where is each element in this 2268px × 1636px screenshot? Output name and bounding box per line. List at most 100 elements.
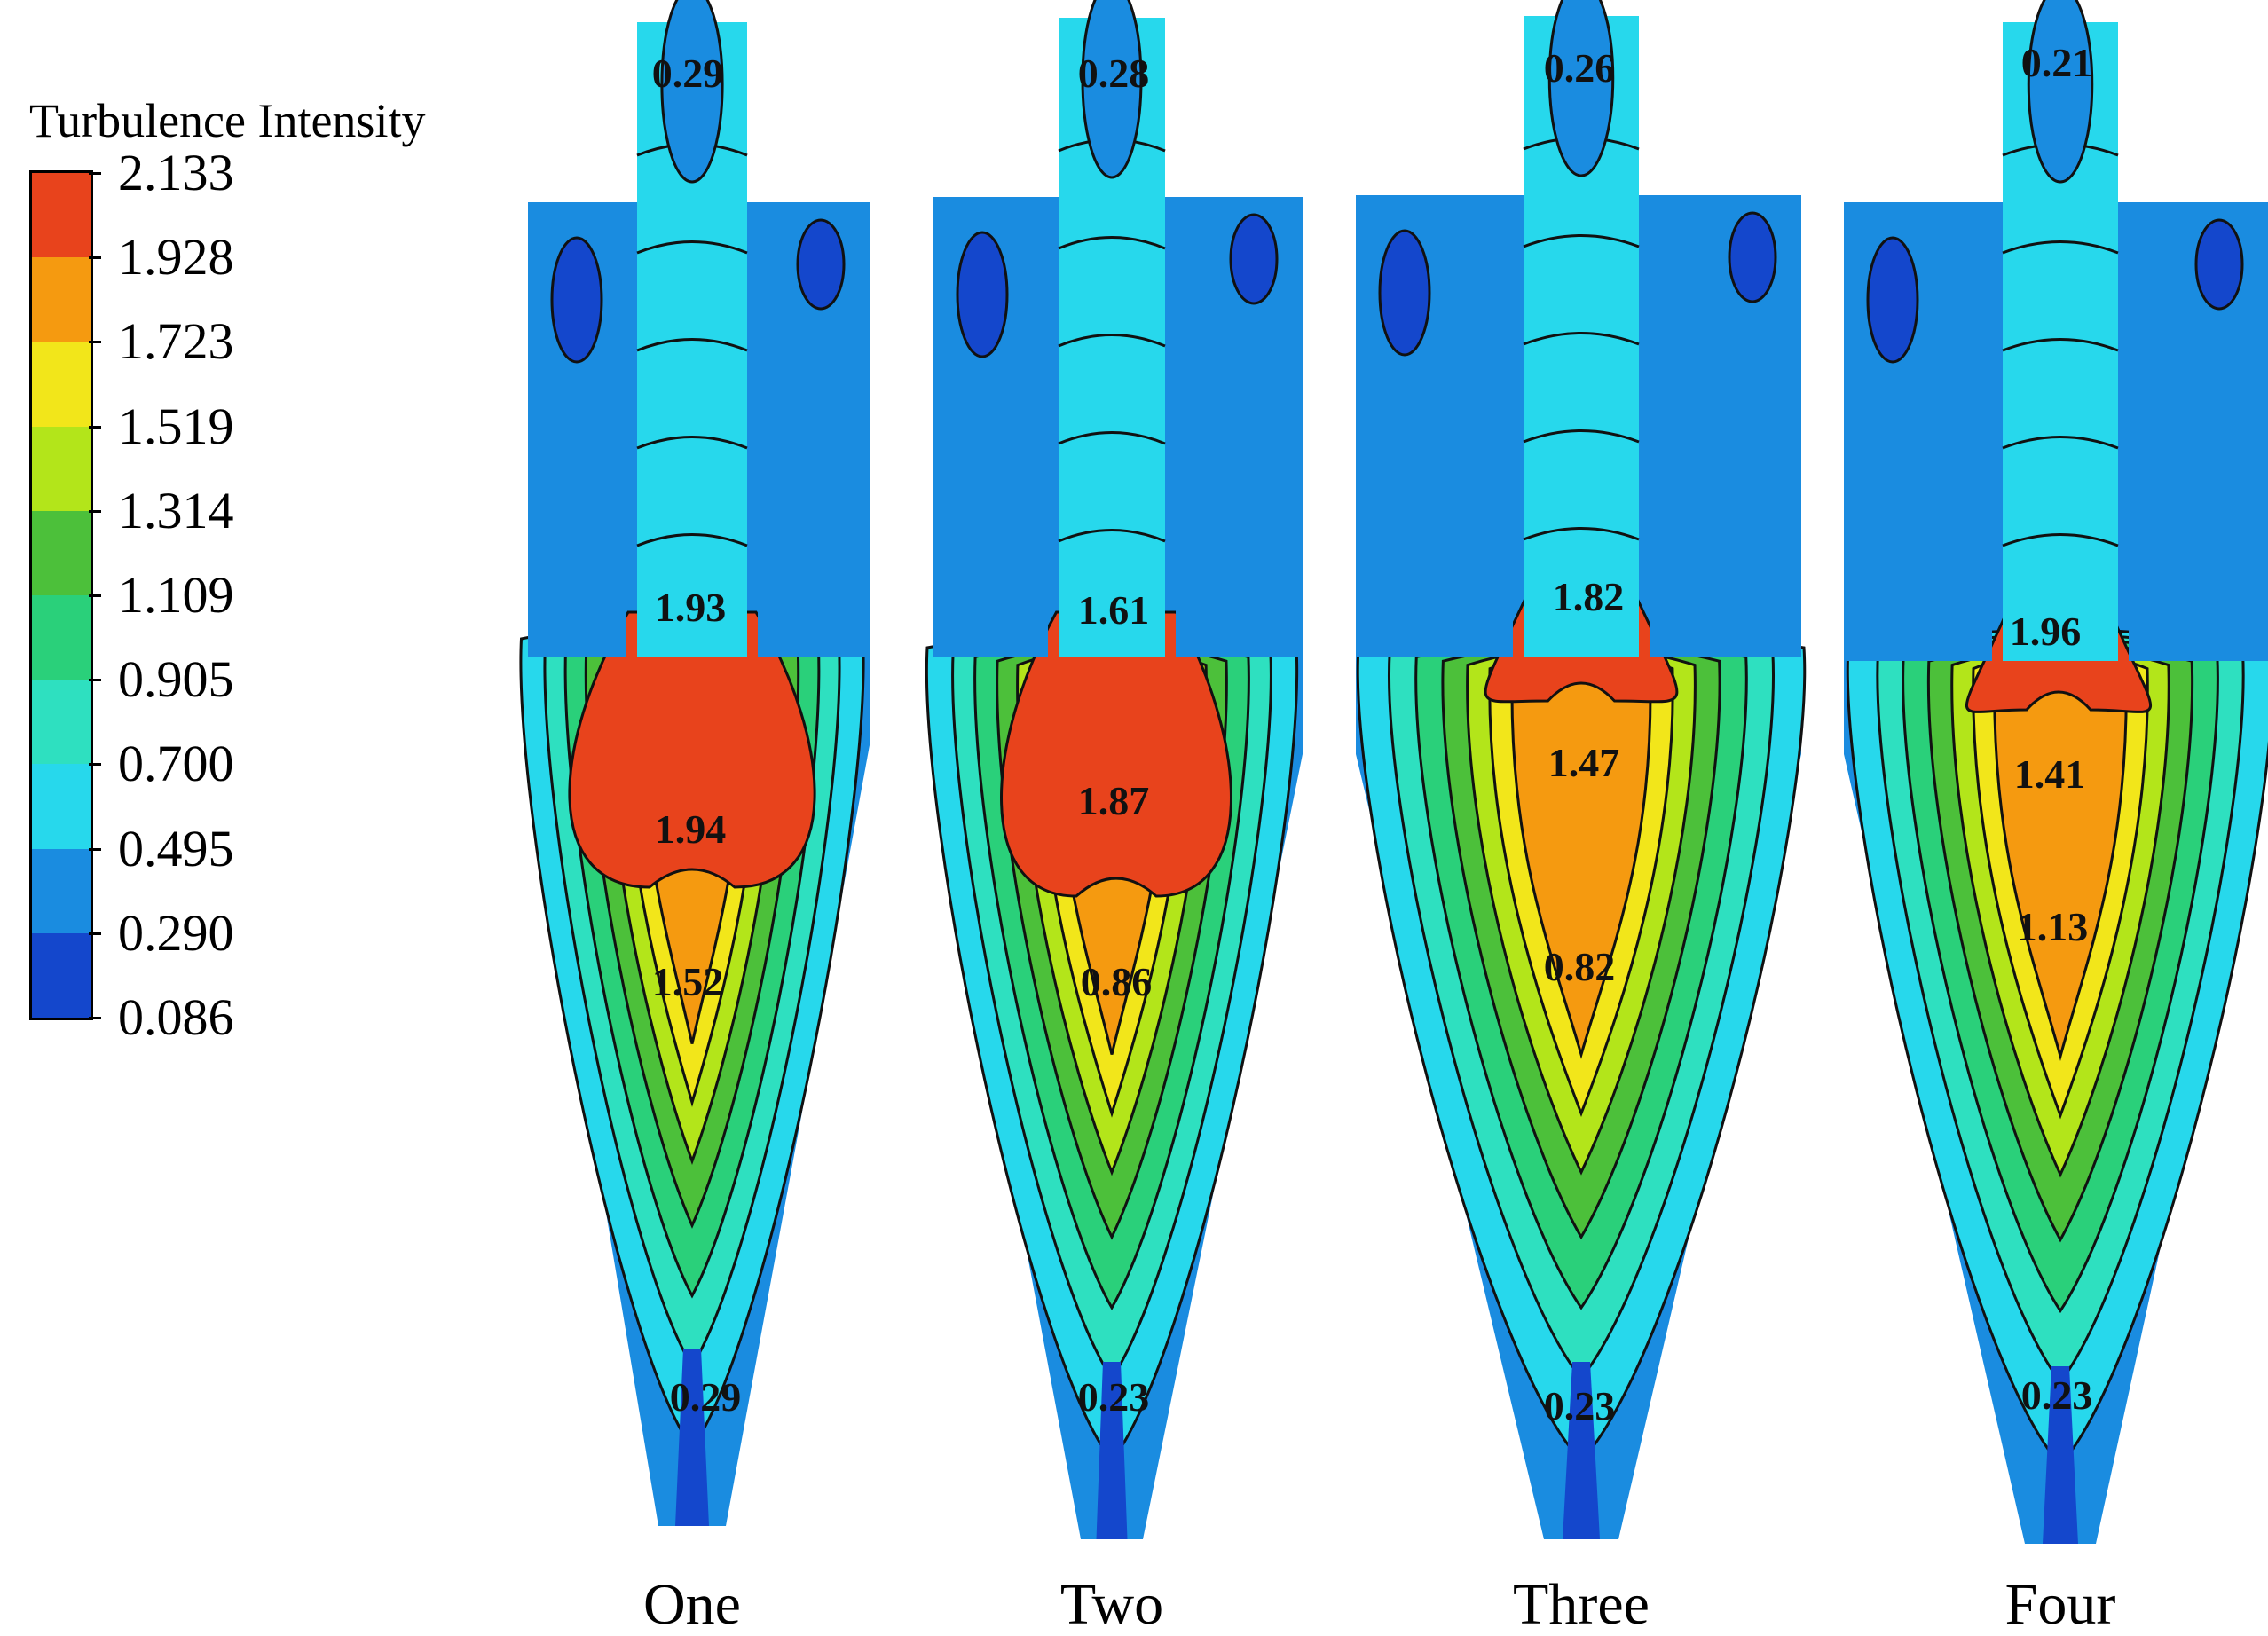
contour-value-label: 1.87 xyxy=(1078,778,1150,823)
low-intensity-core xyxy=(2027,0,2094,184)
colorbar-tick xyxy=(89,932,101,935)
contour-line xyxy=(2002,338,2119,352)
low-intensity-core xyxy=(2194,218,2244,311)
low-intensity-core xyxy=(550,236,603,364)
contour-value-label: 1.47 xyxy=(1548,740,1620,785)
contour-line xyxy=(636,240,748,255)
contour-line xyxy=(1058,334,1166,348)
cyclone-panel: 0.26 1.82 1.47 0.82 0.23 Three xyxy=(1356,0,1807,1636)
contour-value-label: 0.29 xyxy=(652,51,724,96)
contour-value-label: 0.23 xyxy=(1078,1374,1150,1420)
colorbar-tick-label: 0.495 xyxy=(118,819,234,877)
colorbar-swatch xyxy=(32,426,91,511)
colorbar-tick-label: 1.314 xyxy=(118,481,234,539)
low-intensity-core xyxy=(796,218,846,311)
legend-title: Turbulence Intensity xyxy=(29,94,426,147)
colorbar-tick xyxy=(89,509,101,513)
colorbar-swatch xyxy=(32,848,91,933)
contour-line xyxy=(2002,240,2119,255)
panel-label: Three xyxy=(1513,1572,1650,1636)
colorbar-legend: Turbulence Intensity 2.133 1.928 1.723 1.51… xyxy=(0,0,497,1065)
contour-value-label: 1.41 xyxy=(2014,751,2086,797)
low-intensity-core xyxy=(1866,236,1919,364)
panel-label: Four xyxy=(2005,1572,2116,1636)
contour-line xyxy=(2002,533,2119,547)
contour-line xyxy=(1523,527,1640,541)
contour-value-label: 0.23 xyxy=(2021,1373,2093,1418)
outlet-core xyxy=(675,1349,709,1526)
outlet-core xyxy=(1563,1362,1600,1539)
contour-value-label: 1.61 xyxy=(1078,587,1150,633)
annulus-right xyxy=(1650,195,1801,657)
contour-value-label: 0.23 xyxy=(1544,1383,1616,1428)
contour-value-label: 0.86 xyxy=(1081,959,1153,1004)
low-intensity-core xyxy=(1547,0,1615,177)
colorbar xyxy=(29,170,93,1020)
contour-value-label: 1.93 xyxy=(655,585,727,630)
contour-line xyxy=(1523,429,1640,444)
cyclone-panel: 0.21 1.96 1.41 1.13 0.23 Four xyxy=(1844,0,2268,1636)
colorbar-tick-label: 0.905 xyxy=(118,650,234,709)
colorbar-swatch xyxy=(32,342,91,427)
colorbar-tick-label: 1.928 xyxy=(118,228,234,287)
contour-line xyxy=(2002,436,2119,450)
colorbar-tick xyxy=(89,679,101,682)
annulus-left xyxy=(1844,202,1992,661)
contour-line xyxy=(1058,529,1166,543)
colorbar-tick-label: 0.700 xyxy=(118,735,234,793)
contour-line xyxy=(636,338,748,352)
contour-line xyxy=(1058,431,1166,445)
colorbar-swatch xyxy=(32,510,91,596)
contour-value-label: 0.26 xyxy=(1544,45,1616,90)
contour-line xyxy=(636,436,748,450)
colorbar-tick-label: 1.109 xyxy=(118,566,234,624)
low-intensity-core xyxy=(1728,211,1777,303)
low-intensity-core xyxy=(956,231,1009,358)
colorbar-tick xyxy=(89,763,101,767)
contour-value-label: 0.82 xyxy=(1544,944,1616,989)
colorbar-swatch xyxy=(32,680,91,765)
contour-value-label: 1.13 xyxy=(2017,904,2089,949)
colorbar-tick-label: 2.133 xyxy=(118,144,234,201)
colorbar-swatch xyxy=(32,932,91,1019)
colorbar-tick-label: 1.519 xyxy=(118,397,234,455)
contour-line xyxy=(636,533,748,547)
contour-line xyxy=(1058,236,1166,250)
high-intensity-core xyxy=(568,610,816,889)
high-intensity-core xyxy=(1000,610,1232,898)
contour-value-label: 0.21 xyxy=(2021,40,2093,85)
colorbar-swatch xyxy=(32,764,91,849)
colorbar-tick-label: 1.723 xyxy=(118,312,234,371)
colorbar-tick xyxy=(89,425,101,429)
colorbar-swatch xyxy=(32,595,91,680)
cyclone-panel: 0.28 1.61 1.87 0.86 0.23 Two xyxy=(925,0,1303,1636)
panel-label: Two xyxy=(1060,1572,1163,1636)
outlet-core xyxy=(2043,1366,2078,1544)
colorbar-tick xyxy=(89,256,101,260)
panel-label: One xyxy=(643,1572,741,1636)
colorbar-tick-label: 0.086 xyxy=(118,988,234,1046)
low-intensity-core xyxy=(1229,213,1279,305)
contour-line xyxy=(1523,234,1640,248)
colorbar-swatch xyxy=(32,257,91,342)
colorbar-tick xyxy=(89,594,101,597)
colorbar-tick xyxy=(89,172,101,175)
colorbar-swatch xyxy=(32,173,91,258)
contour-value-label: 1.52 xyxy=(652,959,724,1004)
annulus-left xyxy=(1356,195,1513,657)
low-intensity-core xyxy=(660,0,724,184)
contour-value-label: 1.82 xyxy=(1553,574,1625,619)
contour-value-label: 1.94 xyxy=(655,806,727,852)
contour-value-label: 0.28 xyxy=(1078,51,1150,96)
colorbar-tick xyxy=(89,847,101,851)
low-intensity-core xyxy=(1378,229,1431,357)
contour-line xyxy=(1523,332,1640,346)
cyclone-panel: 0.29 1.93 1.94 1.52 0.29 One xyxy=(519,0,870,1636)
outlet-core xyxy=(1096,1362,1128,1539)
low-intensity-core xyxy=(1081,0,1143,179)
contour-value-label: 0.29 xyxy=(670,1374,742,1420)
colorbar-tick-label: 0.290 xyxy=(118,903,234,962)
colorbar-tick xyxy=(89,341,101,344)
colorbar-tick xyxy=(89,1017,101,1019)
